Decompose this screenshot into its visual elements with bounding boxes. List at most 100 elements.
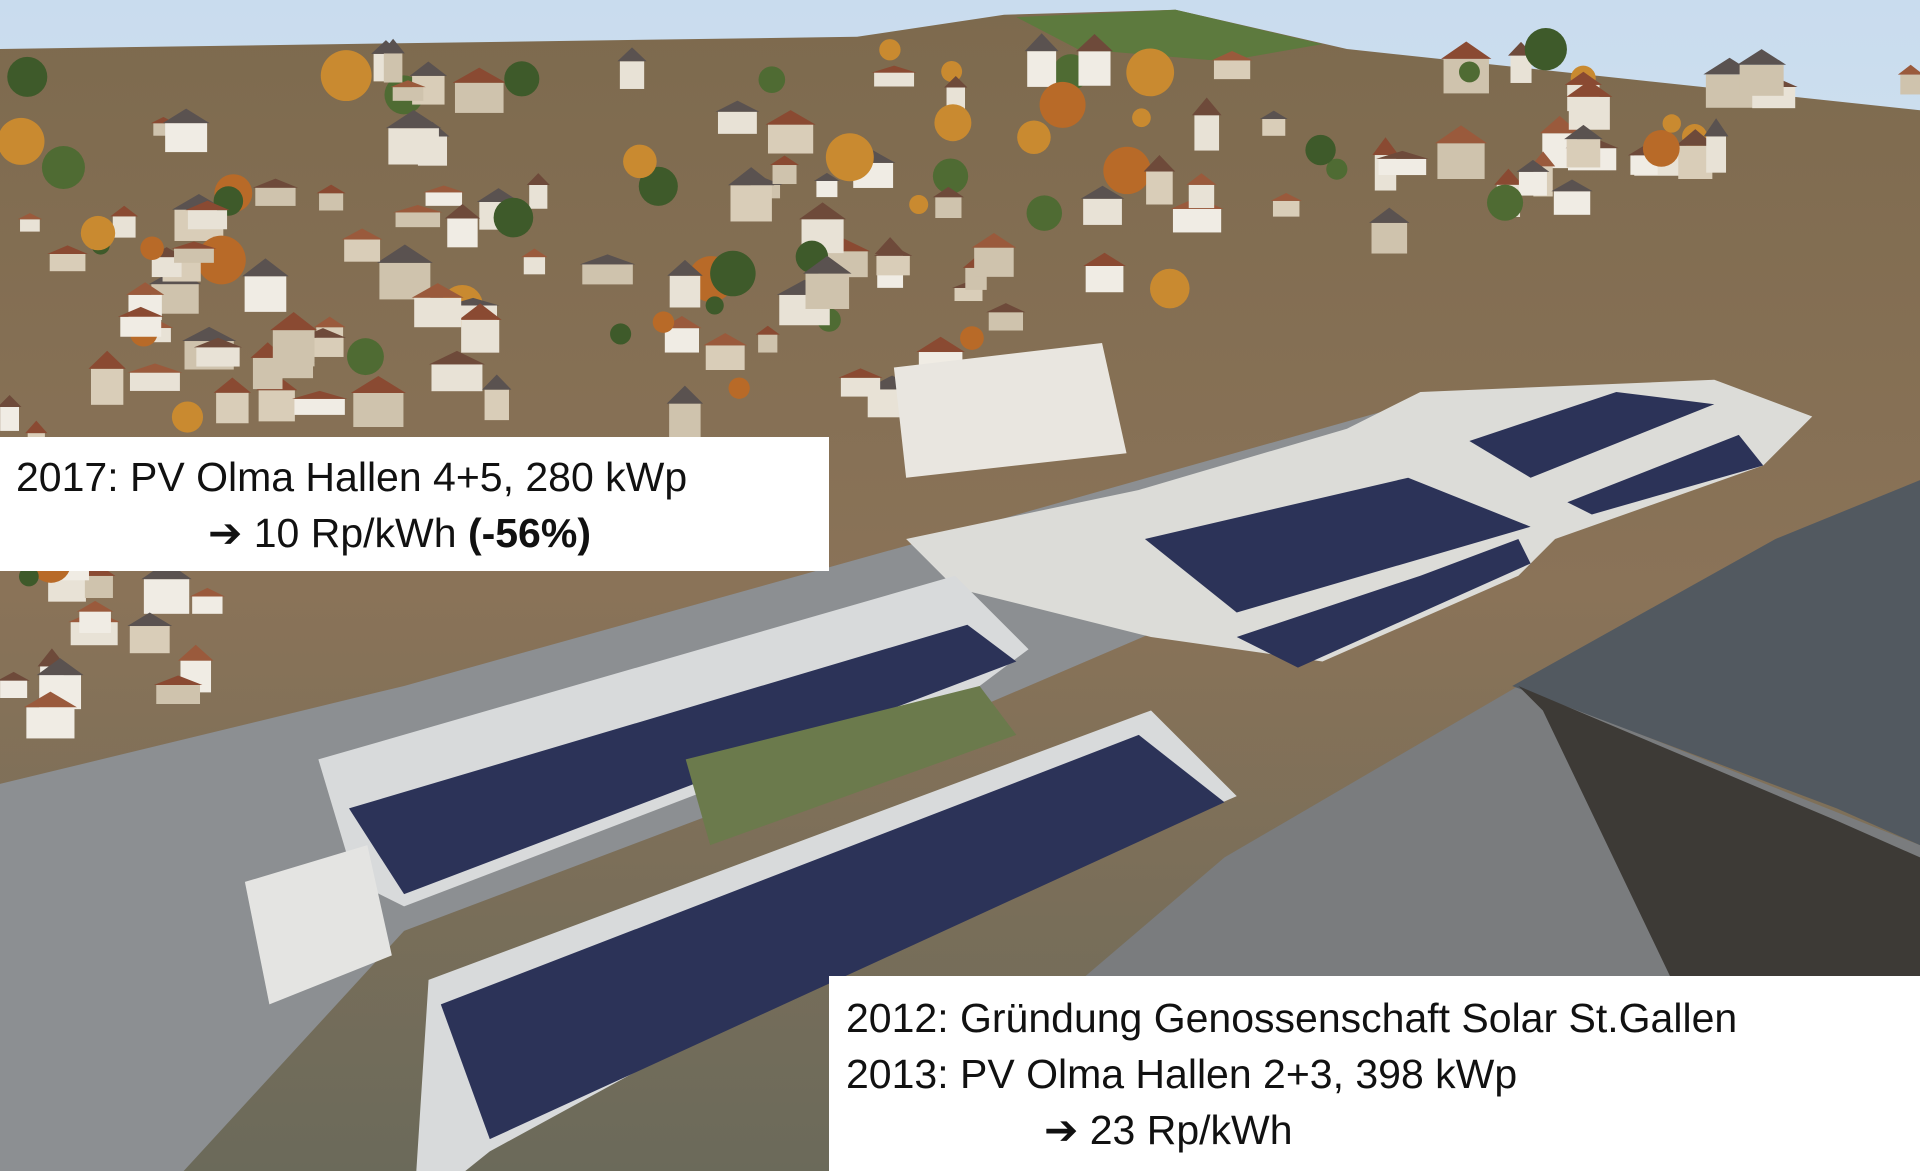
house (1567, 139, 1601, 167)
tree (321, 50, 372, 101)
tree (504, 61, 539, 96)
house (620, 61, 644, 89)
tree (1103, 147, 1150, 194)
house (113, 216, 136, 237)
tree (1487, 185, 1523, 221)
house (529, 185, 547, 209)
tree (826, 133, 874, 181)
tree (347, 338, 384, 375)
house (524, 257, 545, 274)
house (174, 249, 214, 263)
tree (706, 296, 724, 314)
house (1194, 115, 1219, 150)
tree (1040, 82, 1086, 128)
house (1027, 51, 1056, 87)
house (718, 112, 757, 134)
house (876, 256, 909, 276)
house (758, 335, 777, 353)
house (245, 276, 287, 312)
house (1569, 97, 1610, 130)
house (0, 407, 19, 431)
tree (759, 66, 786, 93)
house (706, 345, 745, 370)
house (255, 188, 295, 206)
house (1214, 60, 1250, 79)
house (130, 626, 170, 653)
house (431, 364, 482, 391)
house (1078, 51, 1110, 86)
house (455, 83, 504, 113)
house (156, 685, 200, 704)
house (396, 212, 441, 227)
tree (653, 311, 674, 332)
tree (934, 104, 971, 141)
house (1706, 136, 1726, 172)
house (344, 240, 380, 262)
house (1083, 199, 1122, 225)
tree (1132, 108, 1151, 127)
house (1519, 172, 1547, 196)
tree (728, 377, 749, 398)
house (130, 373, 180, 391)
house (841, 378, 880, 397)
tree (610, 323, 631, 344)
house (414, 298, 461, 327)
house (91, 369, 123, 405)
house (50, 254, 86, 271)
tree (1525, 28, 1567, 70)
tree (140, 236, 164, 260)
house (1189, 185, 1214, 208)
caption-emphasis: (-56%) (468, 510, 591, 556)
tree (710, 251, 755, 297)
house (1554, 191, 1590, 215)
tree (1027, 195, 1062, 230)
house (874, 73, 914, 87)
house (669, 404, 700, 440)
house (447, 218, 477, 247)
house (388, 128, 439, 164)
tree (879, 39, 900, 60)
house (144, 579, 189, 614)
tree (1305, 135, 1335, 165)
house (165, 123, 207, 152)
tree (42, 146, 85, 189)
house (1173, 209, 1221, 232)
caption-line: 2017: PV Olma Hallen 4+5, 280 kWp (16, 449, 829, 505)
house (273, 330, 315, 366)
house (192, 597, 222, 614)
house (196, 347, 239, 366)
caption-line: ➔ 10 Rp/kWh (-56%) (16, 505, 829, 561)
tree (494, 198, 534, 238)
house (188, 210, 227, 229)
caption-line: 2013: PV Olma Hallen 2+3, 398 kWp (846, 1046, 1920, 1102)
house (216, 393, 248, 423)
tree (81, 216, 115, 250)
tree (909, 195, 928, 214)
house (974, 248, 1014, 277)
house (955, 288, 983, 301)
tree (7, 57, 47, 97)
tree (1017, 120, 1051, 154)
house (1372, 223, 1408, 254)
house (816, 181, 837, 197)
house (806, 274, 850, 309)
house (989, 312, 1023, 330)
house (773, 165, 797, 184)
tree (1643, 130, 1680, 167)
tree (941, 61, 962, 82)
caption-text: ➔ 10 Rp/kWh (208, 510, 457, 556)
tree (1459, 61, 1480, 82)
caption-line: 2012: Gründung Genossenschaft Solar St.G… (846, 990, 1920, 1046)
house (730, 185, 771, 221)
house (319, 193, 343, 210)
house (582, 264, 633, 284)
tree (1150, 269, 1190, 309)
house (1437, 143, 1484, 179)
house (935, 197, 961, 218)
tree (960, 326, 984, 350)
tree (623, 145, 657, 179)
house (85, 576, 113, 598)
house (426, 192, 462, 206)
caption-box: 2017: PV Olma Hallen 4+5, 280 kWp ➔ 10 R… (0, 437, 829, 571)
house (1740, 65, 1784, 96)
